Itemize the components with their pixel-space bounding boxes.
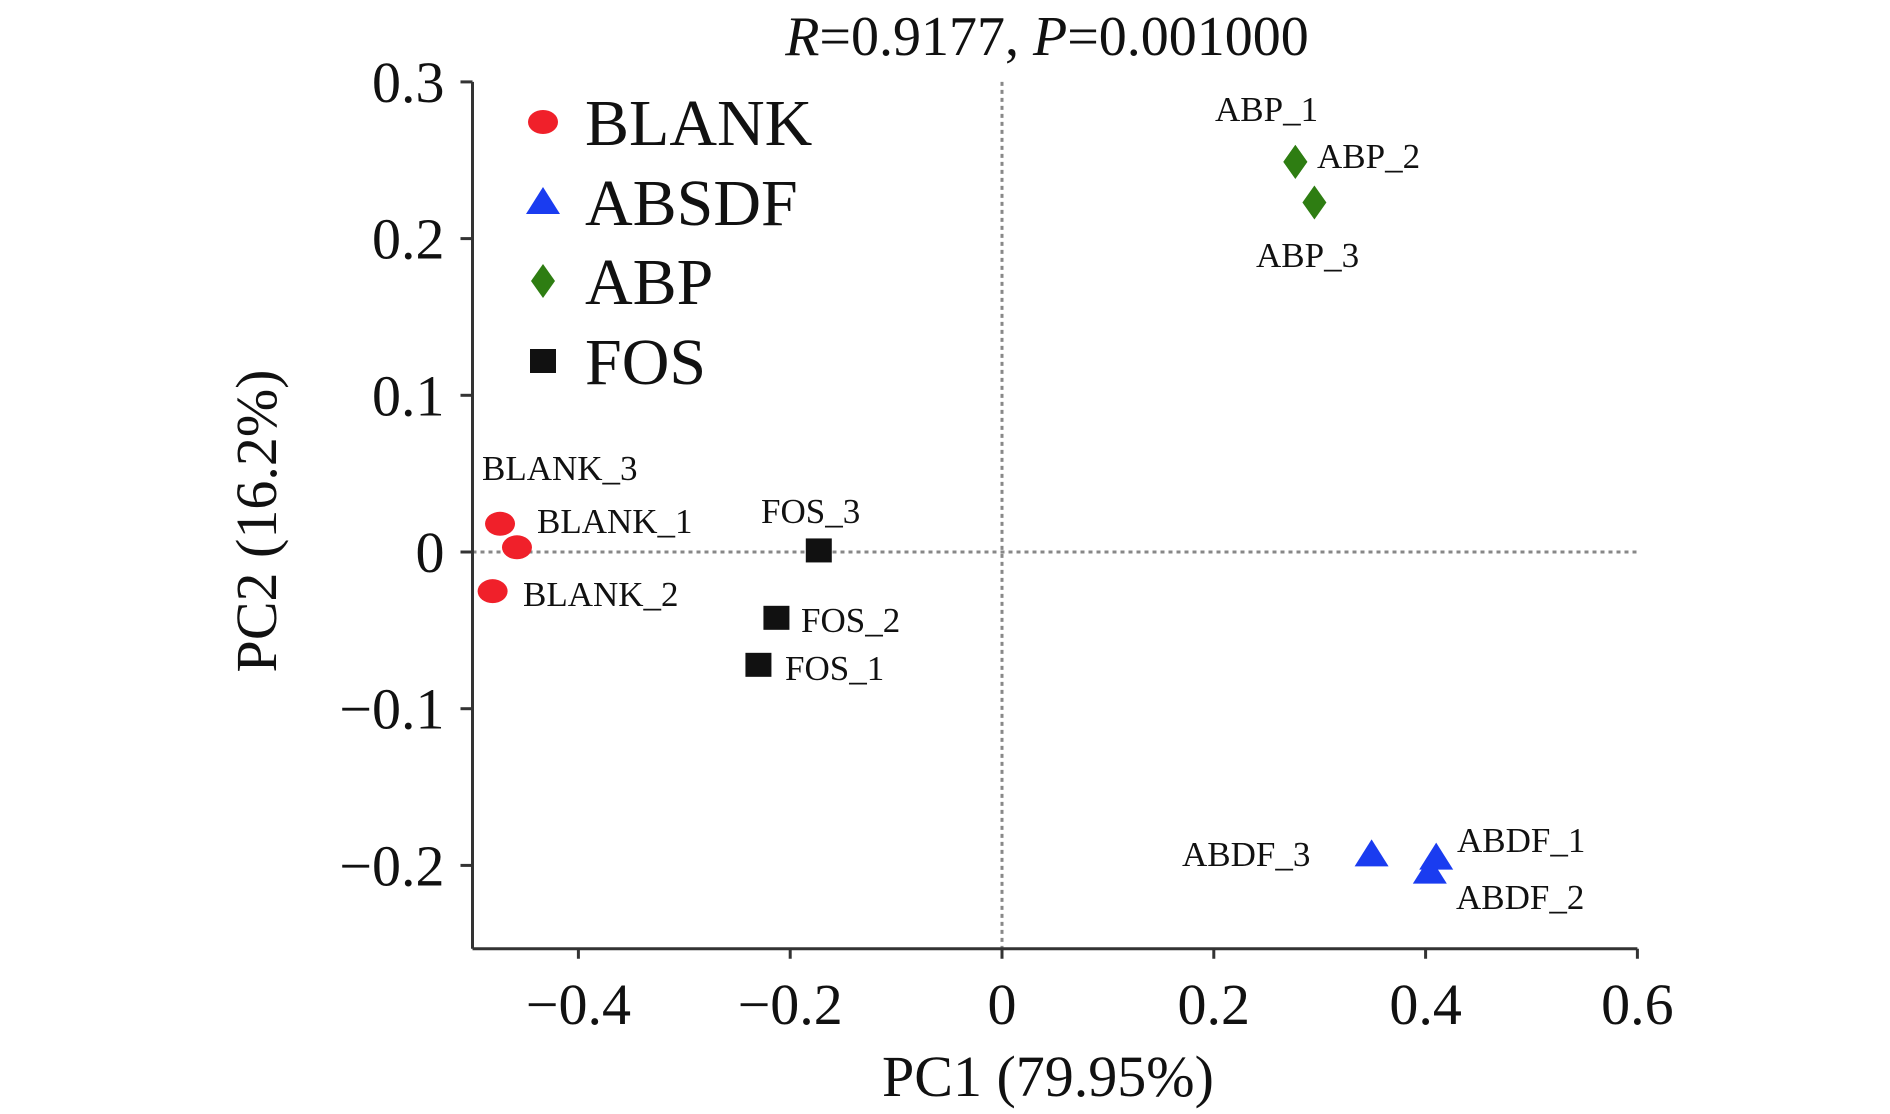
point-label-fos_1: FOS_1: [785, 649, 884, 688]
data-point-abp_2: [1283, 144, 1308, 179]
point-label-blank_3: BLANK_3: [482, 449, 638, 488]
data-point-blank_1: [501, 535, 532, 560]
y-tick-label: 0.2: [372, 207, 445, 272]
data-point-fos_2: [763, 605, 790, 630]
legend-label-blank: BLANK: [585, 87, 812, 160]
y-tick-label: −0.1: [339, 677, 444, 742]
legend-label-fos: FOS: [585, 326, 706, 399]
legend-marker-absdf: [526, 187, 560, 214]
point-label-abp_1: ABP_1: [1215, 90, 1318, 129]
y-tick-label: 0.3: [372, 50, 445, 115]
data-point-abdf_2: [1412, 856, 1447, 884]
x-tick-label: 0.4: [1389, 972, 1462, 1037]
data-point-fos_1: [745, 652, 772, 677]
point-label-abdf_2: ABDF_2: [1456, 878, 1584, 917]
point-label-abp_2: ABP_2: [1317, 137, 1420, 176]
data-point-abp_3: [1302, 185, 1327, 220]
legend-marker-abp: [531, 264, 555, 298]
legend-marker-blank: [528, 110, 558, 134]
x-tick-label: 0.6: [1601, 972, 1674, 1037]
point-label-fos_3: FOS_3: [761, 492, 860, 531]
data-point-blank_3: [485, 511, 516, 536]
y-tick-label: 0.1: [372, 363, 445, 428]
x-tick-label: 0: [988, 972, 1017, 1037]
x-tick-label: −0.4: [526, 972, 631, 1037]
data-point-abdf_3: [1354, 839, 1389, 867]
point-label-blank_2: BLANK_2: [523, 575, 679, 614]
legend-marker-fos: [530, 349, 556, 373]
legend-label-absdf: ABSDF: [585, 167, 798, 240]
y-tick-label: 0: [416, 520, 445, 585]
x-tick-label: −0.2: [738, 972, 843, 1037]
point-label-abp_3: ABP_3: [1256, 236, 1359, 275]
legend-label-abp: ABP: [585, 246, 713, 319]
point-label-abdf_1: ABDF_1: [1457, 821, 1585, 860]
chart-title: R=0.9177, P=0.001000: [784, 6, 1309, 68]
y-tick-label: −0.2: [339, 833, 444, 898]
x-tick-label: 0.2: [1178, 972, 1251, 1037]
x-axis-label: PC1 (79.95%): [882, 1044, 1214, 1109]
point-label-fos_2: FOS_2: [801, 601, 900, 640]
y-axis-label: PC2 (16.2%): [224, 370, 289, 673]
data-point-fos_3: [805, 538, 832, 563]
data-point-blank_2: [477, 579, 508, 604]
point-label-blank_1: BLANK_1: [537, 502, 693, 541]
point-label-abdf_3: ABDF_3: [1182, 835, 1310, 874]
